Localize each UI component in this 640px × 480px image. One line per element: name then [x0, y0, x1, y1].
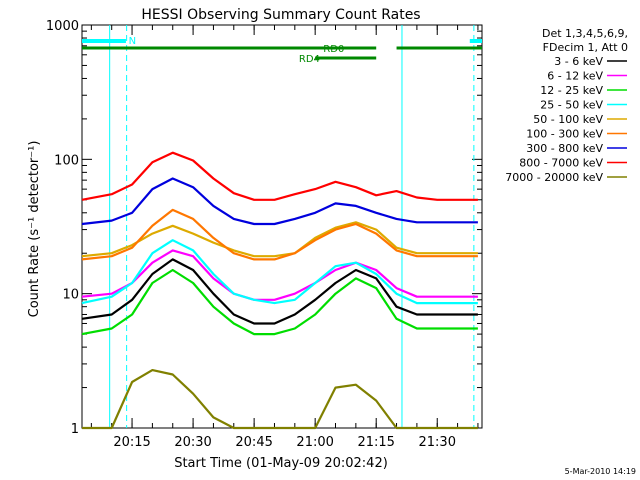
legend-label: 6 - 12 keV	[547, 70, 603, 83]
x-tick-label: 20:15	[113, 435, 150, 450]
legend-label: 7000 - 20000 keV	[505, 171, 603, 184]
annotation-label: RD0	[323, 44, 344, 55]
x-tick-label: 21:00	[296, 435, 333, 450]
series-line	[81, 239, 478, 305]
series-line	[81, 258, 478, 325]
annotation-label: RD4	[299, 54, 320, 65]
series-line	[81, 268, 478, 336]
series-line	[81, 151, 478, 201]
y-axis-label: Count Rate (s⁻¹ detector⁻¹)	[27, 141, 42, 318]
plot-area: 1 10 100 1000 20:15 20:30 20:45 21:00 21:15 21:30…	[46, 19, 483, 450]
series-line	[81, 221, 478, 258]
legend-label: 12 - 25 keV	[540, 84, 603, 97]
timestamp-label: 5-Mar-2010 14:19	[565, 467, 636, 476]
x-tick-label: 21:15	[357, 435, 394, 450]
chart-title: HESSI Observing Summary Count Rates	[141, 7, 420, 23]
series-line	[81, 177, 478, 226]
series-line	[81, 249, 478, 301]
series-line	[81, 208, 478, 261]
y-tick-label: 100	[54, 153, 79, 168]
x-tick-label: 20:30	[174, 435, 211, 450]
y-tick-label: 1000	[46, 19, 79, 34]
legend-header: Det 1,3,4,5,6,9,	[542, 27, 628, 40]
series-line	[82, 369, 478, 430]
x-axis-label: Start Time (01-May-09 20:02:42)	[174, 456, 388, 471]
legend-label: 800 - 7000 keV	[519, 157, 603, 170]
legend-header: FDecim 1, Att 0	[543, 41, 628, 54]
legend-label: 300 - 800 keV	[526, 142, 603, 155]
x-tick-label: 20:45	[235, 435, 272, 450]
legend-label: 50 - 100 keV	[533, 113, 603, 126]
legend-label: 3 - 6 keV	[554, 55, 603, 68]
annotation-label: N	[129, 36, 136, 47]
y-tick-label: 1	[71, 422, 79, 437]
x-tick-label: 21:30	[419, 435, 456, 450]
legend-label: 100 - 300 keV	[526, 128, 603, 141]
y-tick-label: 10	[62, 288, 79, 303]
legend: Det 1,3,4,5,6,9,FDecim 1, Att 03 - 6 keV…	[505, 27, 628, 184]
legend-label: 25 - 50 keV	[540, 99, 603, 112]
